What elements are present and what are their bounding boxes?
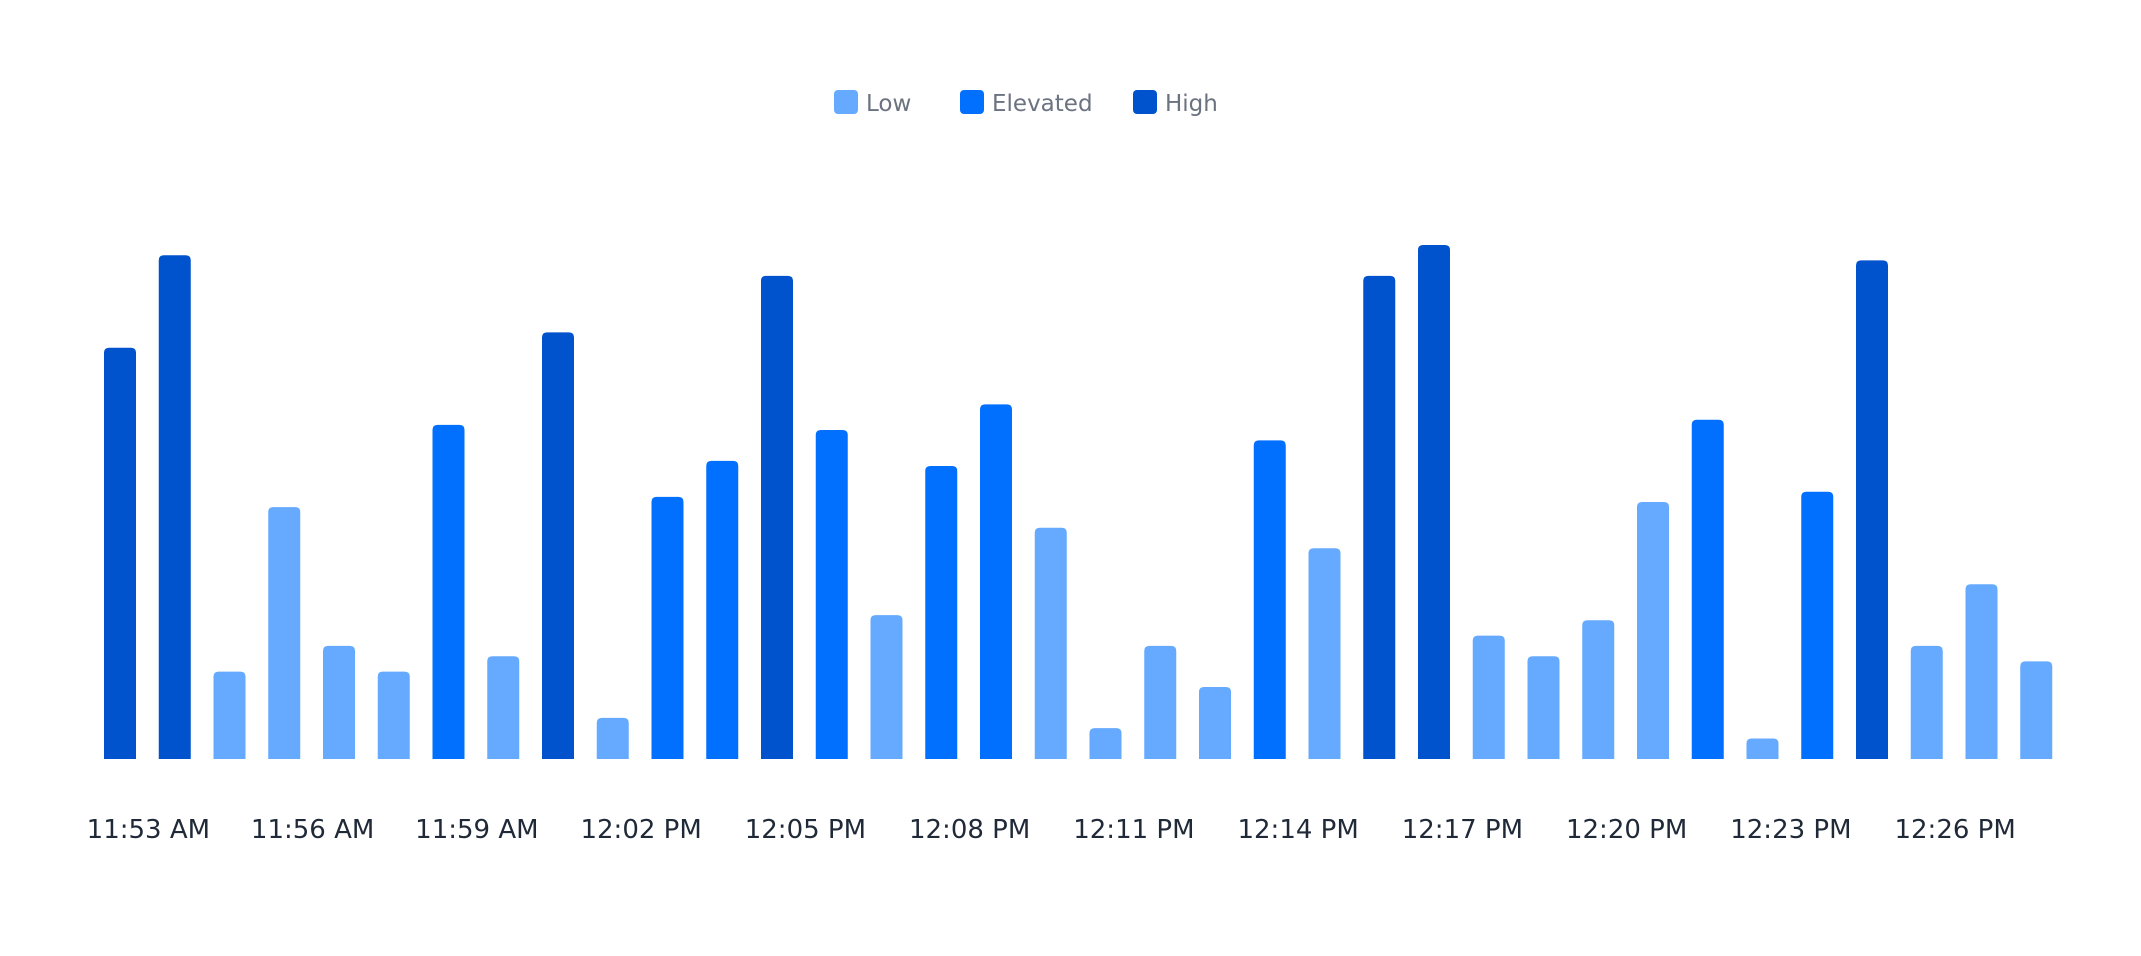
legend-swatch (1133, 90, 1157, 114)
bar (1253, 440, 1286, 759)
x-tick-label: 11:56 AM (251, 815, 374, 845)
x-tick-label: 12:11 PM (1073, 815, 1194, 845)
bar (487, 656, 520, 759)
bar (980, 404, 1012, 759)
bar (1965, 584, 1998, 759)
bar (1472, 635, 1505, 759)
bar (377, 671, 410, 759)
bar (1144, 645, 1177, 759)
bar (1856, 260, 1888, 759)
bar (596, 717, 629, 759)
bar (1034, 527, 1067, 759)
bar (761, 275, 793, 759)
x-axis-ticks: 11:53 AM 11:56 AM 11:59 AM 12:02 PM 12:05 PM… (87, 815, 2016, 845)
bar (1691, 419, 1724, 759)
bar (323, 645, 355, 759)
bar (1582, 620, 1615, 759)
bar (1089, 728, 1122, 759)
bar (158, 255, 191, 759)
x-tick-label: 12:08 PM (909, 815, 1030, 845)
legend-swatch (834, 90, 858, 114)
bar (1746, 738, 1779, 759)
bar (213, 671, 246, 759)
bar (104, 347, 136, 759)
bar (432, 424, 465, 759)
bar (925, 466, 958, 759)
x-tick-label: 12:14 PM (1237, 815, 1358, 845)
x-tick-label: 12:05 PM (745, 815, 866, 845)
bar (1637, 502, 1669, 759)
x-tick-label: 12:17 PM (1402, 815, 1523, 845)
bar (1418, 245, 1450, 759)
bar (1910, 645, 1943, 759)
x-tick-label: 12:23 PM (1730, 815, 1851, 845)
bar (1801, 491, 1834, 759)
bar (2020, 661, 2053, 759)
x-tick-label: 11:53 AM (87, 815, 210, 845)
bars (104, 245, 2053, 759)
bar (706, 460, 739, 759)
bar (542, 332, 574, 759)
bar (1199, 687, 1231, 759)
bar (651, 496, 684, 759)
x-tick-label: 12:26 PM (1894, 815, 2015, 845)
legend-swatch (960, 90, 984, 114)
bar (1527, 656, 1560, 759)
legend: Low Elevated High (834, 90, 1218, 117)
bar (815, 430, 848, 759)
legend-label: High (1165, 91, 1218, 117)
legend-label: Elevated (992, 91, 1093, 117)
x-tick-label: 12:20 PM (1566, 815, 1687, 845)
bar (1363, 275, 1396, 759)
bar (870, 615, 903, 759)
legend-label: Low (866, 91, 911, 117)
bar (268, 507, 301, 759)
x-tick-label: 12:02 PM (580, 815, 701, 845)
x-tick-label: 11:59 AM (415, 815, 538, 845)
bar (1308, 548, 1341, 759)
